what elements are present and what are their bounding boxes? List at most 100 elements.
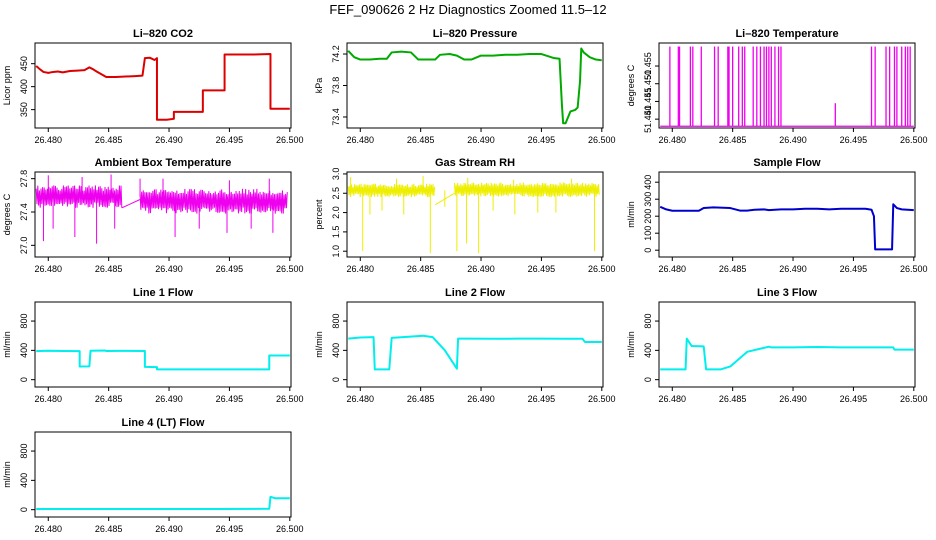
- data-layer: [36, 495, 290, 510]
- data-layer: [35, 174, 288, 244]
- x-tick-label: 26.480: [35, 264, 63, 274]
- y-axis-label: degrees C: [2, 193, 12, 235]
- y-tick-label: 800: [19, 444, 29, 459]
- y-tick-label: 51.450: [643, 70, 653, 98]
- x-tick-label: 26.485: [719, 135, 747, 145]
- data-layer: [35, 53, 290, 121]
- y-tick-label: 3.0: [331, 168, 341, 181]
- x-tick-label: 26.485: [407, 264, 435, 274]
- chart-panel: Line 3 Flow ml/min 26.480 26.485 26.490 26.49…: [626, 287, 928, 404]
- x-tick-label: 26.500: [900, 264, 928, 274]
- y-axis-label: ml/min: [2, 331, 12, 358]
- panel-title: Line 4 (LT) Flow: [122, 417, 205, 429]
- plot-frame: [34, 171, 292, 258]
- chart-panel: Line 1 Flow ml/min 26.480 26.485 26.490 26.49…: [2, 287, 304, 404]
- y-axis-label: kPa: [314, 78, 324, 94]
- y-tick-label: 73.4: [331, 108, 341, 126]
- x-tick-label: 26.500: [588, 264, 616, 274]
- plot-frame: [658, 42, 916, 129]
- series-line: [660, 337, 914, 371]
- y-tick-label: 2.5: [331, 187, 341, 200]
- x-tick-label: 26.490: [467, 394, 495, 404]
- x-tick-label: 26.485: [407, 135, 435, 145]
- y-axis-label: Licor ppm: [2, 66, 12, 106]
- x-tick-label: 26.500: [900, 394, 928, 404]
- x-tick-label: 26.480: [35, 135, 63, 145]
- x-tick-label: 26.490: [155, 135, 183, 145]
- x-tick-label: 26.490: [155, 264, 183, 274]
- y-tick-label: 27.8: [19, 170, 29, 188]
- x-tick-label: 26.480: [659, 394, 687, 404]
- plot-frame: [346, 301, 604, 388]
- x-tick-label: 26.490: [779, 135, 807, 145]
- plot-frame: [34, 42, 292, 129]
- x-tick-label: 26.480: [659, 135, 687, 145]
- y-tick-label: 27.0: [19, 237, 29, 255]
- x-tick-label: 26.495: [216, 135, 244, 145]
- x-tick-label: 26.485: [719, 264, 747, 274]
- chart-panel: Line 2 Flow ml/min 26.480 26.485 26.490 26.49…: [314, 287, 616, 404]
- y-tick-label: 51.440: [643, 105, 653, 133]
- series-line: [36, 349, 290, 371]
- y-axis-label: ml/min: [2, 461, 12, 488]
- y-tick-label: 400: [331, 343, 341, 358]
- noise-band: [35, 185, 123, 208]
- panel-title: Line 1 Flow: [133, 287, 193, 299]
- data-layer: [347, 47, 602, 125]
- x-tick-label: 26.490: [779, 394, 807, 404]
- data-layer: [660, 46, 914, 127]
- plot-frame: [34, 301, 292, 388]
- x-tick-label: 26.495: [840, 135, 868, 145]
- chart-panel: Li–820 Pressure kPa 26.480 26.485 26.490 26.4…: [314, 28, 616, 145]
- y-tick-label: 2.0: [331, 206, 341, 219]
- y-tick-label: 800: [19, 314, 29, 329]
- chart-panel: Line 4 (LT) Flow ml/min 26.480 26.485 26.490…: [2, 417, 304, 534]
- y-axis-label: ml/min: [626, 201, 636, 228]
- x-tick-label: 26.490: [467, 264, 495, 274]
- x-tick-label: 26.500: [588, 135, 616, 145]
- y-tick-label: 200: [643, 209, 653, 224]
- x-tick-label: 26.485: [95, 524, 123, 534]
- x-tick-label: 26.485: [95, 264, 123, 274]
- y-tick-label: 400: [19, 343, 29, 358]
- x-tick-label: 26.485: [95, 394, 123, 404]
- y-tick-label: 0: [643, 248, 653, 253]
- series-line: [35, 53, 290, 121]
- x-tick-label: 26.500: [900, 135, 928, 145]
- x-tick-label: 26.485: [407, 394, 435, 404]
- y-tick-label: 0: [331, 377, 341, 382]
- series-line: [348, 334, 602, 371]
- x-tick-label: 26.495: [528, 394, 556, 404]
- data-layer: [348, 334, 602, 371]
- y-tick-label: 1.5: [331, 226, 341, 239]
- y-tick-label: 350: [19, 102, 29, 117]
- x-tick-label: 26.480: [659, 264, 687, 274]
- panel-title: Li–820 CO2: [133, 28, 193, 40]
- panel-title: Line 3 Flow: [757, 287, 817, 299]
- page-title: FEF_090626 2 Hz Diagnostics Zoomed 11.5–…: [329, 2, 607, 17]
- x-tick-label: 26.480: [35, 394, 63, 404]
- y-axis-label: ml/min: [314, 331, 324, 358]
- x-tick-label: 26.495: [216, 264, 244, 274]
- x-tick-label: 26.500: [276, 524, 304, 534]
- y-tick-label: 74.2: [331, 45, 341, 63]
- y-tick-label: 400: [643, 343, 653, 358]
- plot-frame: [346, 42, 604, 129]
- x-tick-label: 26.480: [347, 264, 375, 274]
- plot-frame: [34, 431, 292, 518]
- plot-frame: [346, 171, 604, 258]
- y-tick-label: 0: [19, 377, 29, 382]
- chart-panel: Gas Stream RH percent 26.480 26.485 26.490 26…: [314, 157, 616, 274]
- data-layer: [660, 337, 914, 371]
- data-layer: [347, 175, 600, 254]
- y-tick-label: 400: [19, 79, 29, 94]
- x-tick-label: 26.490: [467, 135, 495, 145]
- y-tick-label: 800: [643, 314, 653, 329]
- series-line: [659, 203, 914, 251]
- x-tick-label: 26.490: [779, 264, 807, 274]
- x-tick-label: 26.500: [276, 264, 304, 274]
- x-tick-label: 26.495: [528, 135, 556, 145]
- x-tick-label: 26.500: [588, 394, 616, 404]
- data-layer: [659, 203, 914, 251]
